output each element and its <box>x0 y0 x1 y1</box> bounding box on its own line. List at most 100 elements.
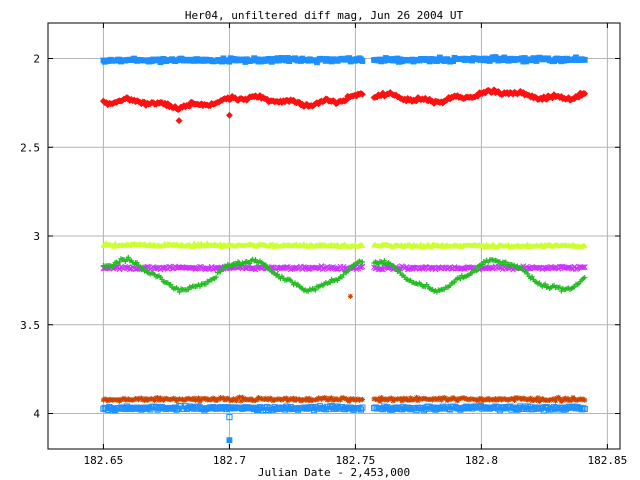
data-point <box>375 396 382 402</box>
data-point <box>380 260 386 267</box>
data-point <box>226 437 233 444</box>
data-series <box>99 54 589 444</box>
data-point <box>203 281 209 287</box>
data-series-1 <box>100 54 588 444</box>
data-point <box>377 398 383 404</box>
data-point <box>239 394 246 400</box>
data-point <box>307 395 313 402</box>
data-point <box>252 257 259 263</box>
data-point <box>225 111 233 119</box>
data-point <box>156 397 162 403</box>
data-point <box>247 260 253 267</box>
data-series-3 <box>100 240 588 250</box>
x-tick-label: 182.7 <box>213 454 246 467</box>
data-point <box>159 397 165 403</box>
data-point <box>283 395 289 401</box>
data-series-5 <box>100 254 588 295</box>
data-point <box>187 396 193 402</box>
data-point <box>557 284 563 290</box>
data-point <box>337 397 344 403</box>
data-point <box>359 58 366 64</box>
y-tick-label: 2 <box>33 53 40 66</box>
y-tick-label: 4 <box>33 408 40 421</box>
y-tick-label: 3 <box>33 230 40 243</box>
data-point <box>258 395 265 402</box>
data-point <box>444 397 450 404</box>
data-series-2 <box>99 86 589 125</box>
data-point <box>217 395 224 401</box>
data-point <box>125 254 131 260</box>
data-point <box>165 396 171 402</box>
data-point <box>126 265 133 272</box>
data-point <box>413 394 420 401</box>
data-point <box>175 117 183 125</box>
data-point <box>140 397 146 403</box>
x-tick-label: 182.65 <box>84 454 124 467</box>
data-point <box>557 396 563 402</box>
data-point <box>357 406 365 413</box>
data-point <box>102 396 108 402</box>
data-point <box>473 267 480 274</box>
data-point <box>130 397 136 403</box>
data-point <box>238 398 244 404</box>
data-point <box>581 56 588 63</box>
data-point <box>389 395 395 401</box>
data-point <box>520 395 526 401</box>
data-point <box>267 395 273 401</box>
data-series-6 <box>100 293 588 405</box>
data-point <box>358 90 366 98</box>
data-point <box>166 263 173 270</box>
data-point <box>457 276 463 282</box>
data-point <box>152 397 158 404</box>
data-point <box>579 397 585 403</box>
data-point <box>176 289 183 295</box>
data-point <box>236 394 243 400</box>
data-point <box>359 259 365 265</box>
data-point <box>375 261 382 267</box>
data-point <box>441 395 447 401</box>
data-point <box>196 263 203 270</box>
data-point <box>252 397 259 403</box>
data-point <box>220 266 226 272</box>
data-point <box>329 395 335 401</box>
data-point <box>169 396 175 402</box>
data-point <box>549 396 556 403</box>
data-point <box>381 258 387 264</box>
data-point <box>291 395 297 401</box>
data-point <box>529 274 535 280</box>
x-tick-label: 182.85 <box>588 454 628 467</box>
data-point <box>226 413 233 421</box>
data-point <box>552 398 559 404</box>
data-point <box>429 265 436 272</box>
data-point <box>254 397 260 403</box>
data-point <box>233 398 240 404</box>
data-point <box>318 396 325 402</box>
data-point <box>359 396 365 403</box>
data-point <box>119 396 126 402</box>
data-point <box>280 396 286 402</box>
data-point <box>346 398 352 404</box>
data-point <box>347 293 353 299</box>
data-point <box>535 395 541 401</box>
data-point <box>327 279 333 286</box>
data-point <box>419 265 426 272</box>
y-tick-label: 3.5 <box>20 319 40 332</box>
data-point <box>356 397 363 403</box>
data-point <box>582 274 588 281</box>
chart-title: Her04, unfiltered diff mag, Jun 26 2004 … <box>185 9 464 22</box>
data-point <box>340 272 346 278</box>
data-point <box>451 395 458 402</box>
data-point <box>349 396 355 403</box>
data-point <box>305 265 312 272</box>
y-tick-label: 2.5 <box>20 141 40 154</box>
axis-ticks: 182.65 182.7 182.75 182.8 182.85 2 2.5 3 3.5 4 <box>20 23 627 467</box>
x-axis-label: Julian Date - 2,453,000 <box>258 466 410 479</box>
data-point <box>271 397 278 403</box>
data-point <box>233 261 240 268</box>
data-point <box>397 396 403 402</box>
data-point <box>359 263 366 270</box>
data-point <box>359 242 366 248</box>
data-point <box>372 396 379 402</box>
data-point <box>109 397 115 403</box>
data-point <box>195 395 202 401</box>
